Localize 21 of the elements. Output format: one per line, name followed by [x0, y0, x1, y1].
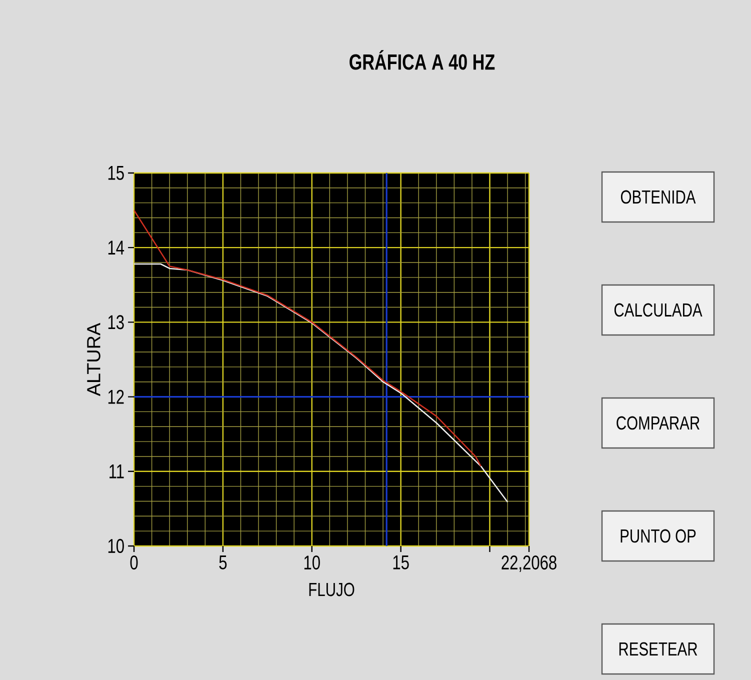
line-series	[134, 210, 482, 467]
y-tick-label: 13	[108, 315, 124, 330]
y-tick-label: 11	[110, 464, 124, 478]
x-tick-label: 15	[393, 555, 409, 570]
text: RESETEAR	[619, 642, 698, 656]
chart-title: GRÁFICA A 40 HZ	[350, 50, 495, 70]
y-tick-label: 15	[108, 166, 124, 180]
text: PUNTO OP	[620, 529, 696, 543]
x-tick-label: 5	[219, 555, 227, 570]
y-tick-label: 14	[108, 240, 124, 254]
y-tick-label: 12	[108, 390, 124, 404]
text: COMPARAR	[616, 416, 700, 430]
x-axis-title: FLUJO	[309, 582, 354, 596]
text: OBTENIDA	[620, 190, 696, 204]
x-tick-label: 10	[304, 555, 320, 570]
x-tick-label: 0	[130, 555, 138, 570]
line-series	[134, 263, 508, 503]
x-tick-label: 22,2068	[502, 555, 556, 572]
text: CALCULADA	[614, 303, 702, 317]
y-axis-title: ALTURA	[87, 322, 100, 396]
y-tick-label: 10	[108, 538, 124, 554]
